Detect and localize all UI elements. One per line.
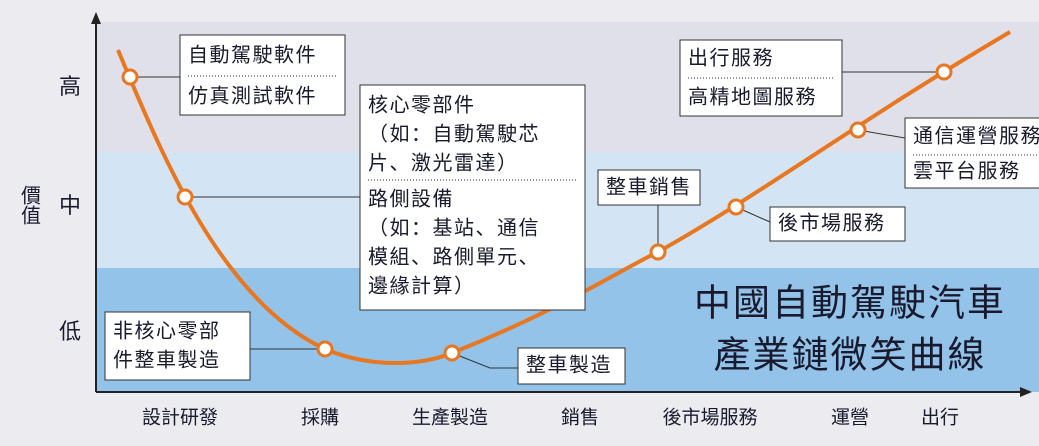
callout-text: 出行服務 [688, 46, 774, 70]
callout-text: 路側設備 [368, 187, 454, 211]
callout-box [517, 347, 626, 385]
y-level: 低 [59, 320, 81, 345]
y-level: 中 [59, 194, 81, 219]
title: 中國自動駕駛汽車 [694, 282, 1006, 325]
curve-point [443, 344, 461, 362]
callout: 整車銷售 [597, 169, 701, 206]
callout-text: 仿真測試軟件 [188, 84, 317, 108]
callout-box [904, 117, 1039, 189]
callout-text: 自動駕駛軟件 [188, 43, 317, 67]
y-axis-label: 價值 [18, 185, 42, 225]
callout-text: 模組、路側單元、 [368, 245, 540, 269]
curve-point [121, 68, 139, 86]
curve-point [316, 340, 334, 358]
callout: 後市場服務 [769, 206, 906, 242]
callout-text: （如：基站、通信 [368, 216, 540, 240]
y-arrow [91, 12, 101, 24]
callout-text: 後市場服務 [778, 211, 886, 235]
callout-text: 件整車製造 [113, 348, 221, 372]
callout-box [179, 34, 346, 116]
title: 產業鏈微笑曲線 [714, 334, 987, 377]
curve-point [176, 188, 194, 206]
y-level: 高 [59, 75, 81, 100]
callout-text: 整車製造 [526, 353, 612, 377]
x-category: 銷售 [561, 407, 599, 429]
callout: 整車製造 [517, 347, 626, 385]
callout-text: 邊緣計算） [368, 274, 476, 298]
smile-curve [116, 30, 1012, 365]
callout-box [104, 311, 251, 381]
x-category: 出行 [921, 407, 959, 429]
callout-text: 雲平台服務 [913, 159, 1021, 183]
x-category: 採購 [301, 407, 339, 429]
callout-box [359, 84, 586, 311]
curve-point [649, 243, 667, 261]
callout-box [769, 206, 906, 242]
x-category: 後市場服務 [662, 407, 757, 429]
callout-text: 核心零部件 [368, 93, 476, 117]
curve-point [849, 121, 867, 139]
curve-point [727, 198, 745, 216]
callout-text: 片、激光雷達） [368, 151, 519, 175]
x-arrow [1020, 387, 1032, 397]
callout-text: 整車銷售 [606, 175, 692, 199]
x-category: 生產製造 [412, 407, 488, 429]
callout-text: 通信運營服務 [913, 124, 1039, 148]
connector [451, 352, 518, 369]
curve-point [935, 63, 953, 81]
callout-box [597, 169, 701, 206]
x-category: 運營 [831, 407, 869, 429]
callout-text: （如：自動駕駛芯 [368, 122, 540, 146]
callout-text: 非核心零部 [113, 319, 221, 343]
x-category: 設計研發 [142, 407, 218, 429]
callout-text: 高精地圖服務 [688, 85, 817, 109]
